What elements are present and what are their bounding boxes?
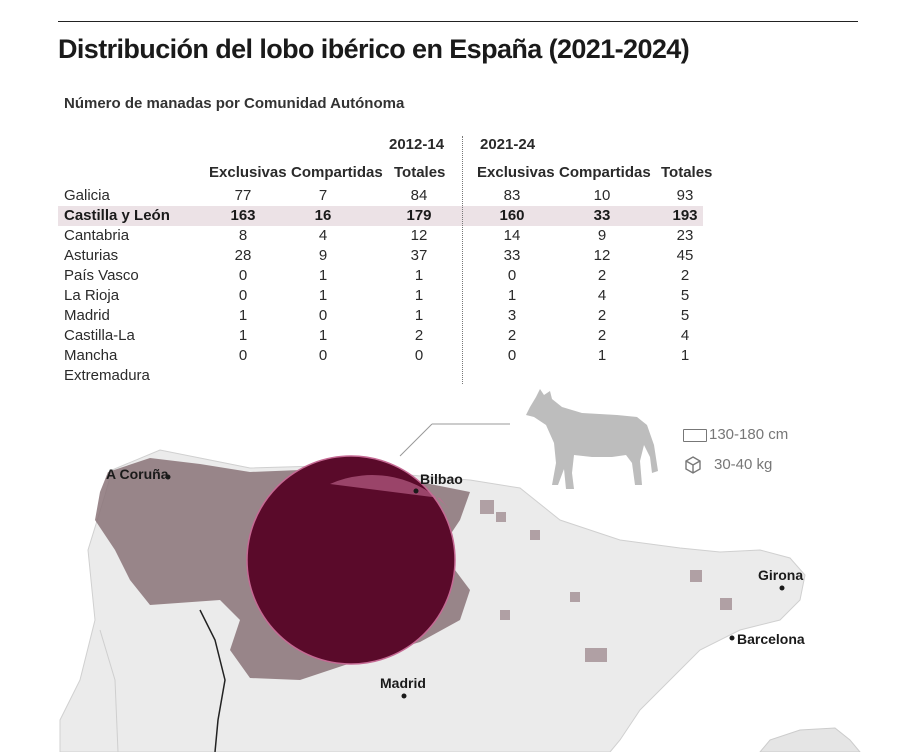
table-cell: 0 [238, 267, 248, 284]
row-label: La Rioja [64, 287, 120, 304]
table-cell: 84 [410, 187, 428, 204]
table-cell: 28 [234, 247, 252, 264]
col-header: Compartidas [559, 164, 651, 181]
wolf-range-cells [480, 500, 732, 662]
table-cell: 0 [238, 287, 248, 304]
table-cell: 37 [410, 247, 428, 264]
table-cell: 14 [503, 227, 521, 244]
table-cell: 1 [597, 347, 607, 364]
table-cell: 4 [318, 227, 328, 244]
table-cell: 1 [507, 287, 517, 304]
table-cell: 163 [230, 207, 256, 224]
row-label: Asturias [64, 247, 119, 264]
table-cell: 2 [507, 327, 517, 344]
table-cell: 0 [318, 307, 328, 324]
col-header: Totales [394, 164, 446, 181]
table-cell: 9 [597, 227, 607, 244]
leader-line [399, 423, 433, 457]
table-cell: 7 [318, 187, 328, 204]
castilla-leon-bubble [246, 455, 456, 665]
svg-text:Barcelona: Barcelona [737, 631, 805, 647]
table-cell: 1 [318, 327, 328, 344]
table-cell: 93 [676, 187, 694, 204]
table-subtitle: Número de manadas por Comunidad Autónoma [64, 95, 405, 112]
col-header: Exclusivas [209, 164, 287, 181]
svg-text:A Coruña: A Coruña [106, 466, 169, 482]
table-cell: 33 [503, 247, 521, 264]
table-cell: 2 [597, 327, 607, 344]
table-cell: 0 [507, 267, 517, 284]
svg-text:Bilbao: Bilbao [420, 471, 463, 487]
row-label: Galicia [64, 187, 110, 204]
table-cell: 179 [406, 207, 432, 224]
col-header: Compartidas [291, 164, 383, 181]
svg-text:Girona: Girona [758, 567, 803, 583]
highlight-row-band [58, 206, 703, 226]
table-cell: 4 [680, 327, 690, 344]
table-cell: 1 [318, 287, 328, 304]
svg-text:Madrid: Madrid [380, 675, 426, 691]
city-girona: Girona [758, 567, 803, 591]
table-cell: 1 [414, 267, 424, 284]
row-label: Castilla-La [64, 327, 135, 344]
table-cell: 0 [414, 347, 424, 364]
table-cell: 2 [597, 267, 607, 284]
period-header-2012: 2012-14 [389, 136, 445, 153]
table-cell: 45 [676, 247, 694, 264]
table-cell: 9 [318, 247, 328, 264]
table-cell: 83 [503, 187, 521, 204]
row-label: Madrid [64, 307, 110, 324]
table-cell: 1 [414, 287, 424, 304]
table-cell: 12 [593, 247, 611, 264]
period-divider [462, 136, 463, 384]
table-cell: 1 [318, 267, 328, 284]
city-barcelona: Barcelona [729, 631, 805, 647]
city-madrid: Madrid [380, 675, 426, 699]
table-cell: 2 [680, 267, 690, 284]
table-cell: 77 [234, 187, 252, 204]
page-title: Distribución del lobo ibérico en España … [58, 34, 690, 64]
row-label: País Vasco [64, 267, 139, 284]
table-cell: 1 [238, 307, 248, 324]
spain-map: A Coruña Bilbao Girona Barcelona Madrid [59, 423, 861, 752]
weight-cube-icon [685, 456, 701, 474]
row-label: Castilla y León [64, 207, 170, 224]
period-header-2021: 2021-24 [480, 136, 536, 153]
table-cell: 33 [593, 207, 611, 224]
table-cell: 5 [680, 287, 690, 304]
wolf-silhouette-icon [526, 389, 658, 489]
table-cell: 1 [238, 327, 248, 344]
table-cell: 10 [593, 187, 611, 204]
weight-label: 30-40 kg [714, 456, 773, 473]
table-cell: 1 [414, 307, 424, 324]
table-cell: 3 [507, 307, 517, 324]
row-label: Mancha [64, 347, 118, 364]
pack-table: 2012-14 2021-24 Exclusivas Compartidas T… [58, 136, 713, 384]
top-rule [58, 21, 858, 22]
table-cell: 23 [676, 227, 694, 244]
city-bilbao: Bilbao [413, 471, 463, 494]
table-cell: 193 [672, 207, 698, 224]
col-header: Totales [661, 164, 713, 181]
col-header: Exclusivas [477, 164, 555, 181]
table-cell: 160 [499, 207, 525, 224]
table-cell: 0 [238, 347, 248, 364]
table-cell: 1 [680, 347, 690, 364]
table-cell: 8 [238, 227, 248, 244]
table-cell: 0 [318, 347, 328, 364]
length-label: 130-180 cm [709, 426, 789, 443]
table-cell: 12 [410, 227, 428, 244]
table-cell: 16 [314, 207, 332, 224]
table-cell: 2 [414, 327, 424, 344]
row-label: Cantabria [64, 227, 130, 244]
ruler-box-icon [683, 429, 707, 442]
city-a-coruna: A Coruña [106, 466, 171, 482]
row-label: Extremadura [64, 367, 150, 384]
table-cell: 5 [680, 307, 690, 324]
table-cell: 2 [597, 307, 607, 324]
table-cell: 0 [507, 347, 517, 364]
table-cell: 4 [597, 287, 607, 304]
